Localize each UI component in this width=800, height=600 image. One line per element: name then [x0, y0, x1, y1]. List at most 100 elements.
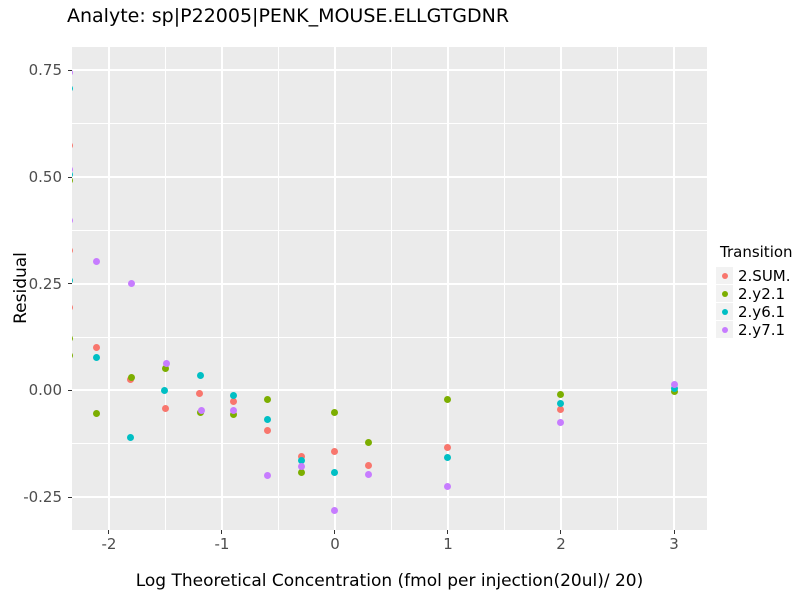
data-point: [444, 444, 452, 452]
data-point: [444, 482, 452, 490]
data-point: [365, 471, 373, 479]
x-gridline-major: [446, 47, 449, 530]
y-gridline-major: [72, 389, 707, 392]
x-gridline-minor: [277, 47, 279, 530]
data-point: [72, 69, 73, 77]
data-point: [72, 247, 73, 255]
x-tick-label: 2: [556, 535, 566, 553]
y-tick-label: 0.00: [28, 381, 62, 400]
data-point: [161, 404, 169, 412]
legend: Transition 2.SUM. 2.y2.1 2.y6.1 2.y7.1: [716, 243, 793, 339]
x-gridline-minor: [390, 47, 392, 530]
data-point: [263, 415, 271, 423]
x-gridline-major: [333, 47, 336, 530]
legend-item-label: 2.y6.1: [738, 302, 786, 321]
legend-item-label: 2.y7.1: [738, 320, 786, 339]
data-point: [331, 409, 339, 417]
data-point: [297, 452, 305, 460]
data-point: [72, 165, 73, 173]
data-point: [557, 399, 565, 407]
data-point: [72, 85, 73, 93]
data-point: [331, 507, 339, 515]
data-point: [93, 344, 101, 352]
data-point: [93, 353, 101, 361]
legend-title: Transition: [720, 243, 793, 261]
data-point: [263, 426, 271, 434]
data-point: [72, 176, 73, 184]
data-point: [72, 142, 73, 150]
y-gridline-major: [72, 69, 707, 72]
legend-item-label: 2.SUM.: [738, 266, 791, 285]
data-point: [444, 395, 452, 403]
y-gridline-major: [72, 282, 707, 285]
x-tick-label: -1: [214, 535, 230, 553]
y-tick-label: 0.50: [28, 168, 62, 187]
legend-dot: [721, 326, 728, 333]
legend-item: 2.y6.1: [716, 302, 793, 321]
y-gridline-minor: [72, 123, 707, 125]
x-tick-label: 1: [443, 535, 453, 553]
data-point: [195, 389, 203, 397]
x-gridline-major: [107, 47, 110, 530]
y-gridline-minor: [72, 336, 707, 338]
y-gridline-minor: [72, 443, 707, 445]
x-tick-mark: [221, 530, 223, 534]
x-tick-mark: [560, 530, 562, 534]
y-tick-mark: [68, 496, 72, 498]
data-point: [229, 392, 237, 400]
y-gridline-minor: [72, 229, 707, 231]
legend-key: [716, 267, 733, 284]
legend-item: 2.y2.1: [716, 284, 793, 303]
data-point: [72, 303, 73, 311]
data-point: [198, 406, 206, 414]
data-point: [160, 386, 168, 394]
y-gridline-major: [72, 176, 707, 179]
y-tick-label: 0.75: [28, 61, 62, 80]
legend-dot: [721, 272, 728, 279]
legend-dot: [721, 308, 728, 315]
data-point: [297, 457, 305, 465]
data-point: [128, 374, 136, 382]
y-tick-mark: [68, 176, 72, 178]
data-point: [297, 463, 305, 471]
data-point: [72, 216, 73, 224]
data-point: [297, 468, 305, 476]
y-gridline-major: [72, 496, 707, 499]
data-point: [229, 407, 237, 415]
x-gridline-minor: [503, 47, 505, 530]
data-point: [444, 453, 452, 461]
plot-panel: [72, 47, 707, 530]
data-point: [557, 405, 565, 413]
legend-dot: [721, 290, 728, 297]
data-point: [93, 410, 101, 418]
x-axis-title: Log Theoretical Concentration (fmol per …: [135, 571, 644, 591]
legend-item-label: 2.y2.1: [738, 284, 786, 303]
x-tick-label: 0: [330, 535, 340, 553]
data-point: [557, 390, 565, 398]
data-point: [229, 411, 237, 419]
data-point: [72, 351, 73, 359]
x-gridline-major: [673, 47, 675, 530]
data-point: [93, 257, 101, 265]
legend-key: [716, 303, 733, 320]
data-point: [72, 276, 73, 284]
legend-item: 2.SUM.: [716, 266, 793, 285]
data-point: [196, 372, 204, 380]
legend-items: 2.SUM. 2.y2.1 2.y6.1 2.y7.1: [716, 266, 793, 339]
data-point: [365, 439, 373, 447]
x-tick-label: -2: [101, 535, 117, 553]
y-tick-label: 0.25: [28, 274, 62, 293]
y-tick-mark: [68, 69, 72, 71]
chart-title: Analyte: sp|P22005|PENK_MOUSE.ELLGTGDNR: [67, 5, 510, 27]
y-tick-mark: [68, 283, 72, 285]
legend-key: [716, 285, 733, 302]
data-point: [263, 395, 271, 403]
x-tick-mark: [334, 530, 336, 534]
data-point: [331, 447, 339, 455]
data-point: [229, 397, 237, 405]
x-gridline-major: [559, 47, 562, 530]
x-gridline-major: [220, 47, 223, 530]
x-gridline-minor: [616, 47, 618, 530]
legend-key: [716, 321, 733, 338]
